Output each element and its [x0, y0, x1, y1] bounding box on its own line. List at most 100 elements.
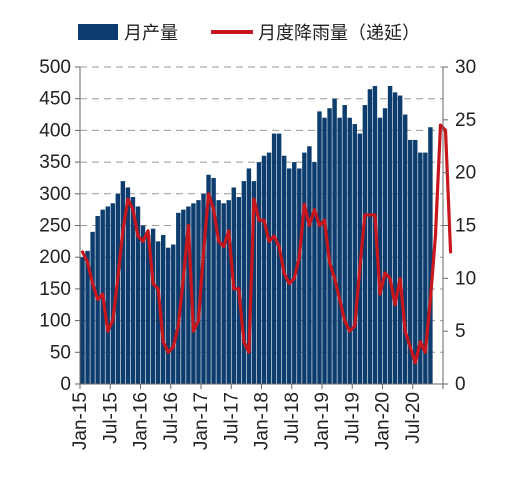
rainfall-point — [444, 129, 447, 131]
right-tick-label: 25 — [455, 110, 476, 131]
production-bar — [322, 117, 327, 384]
production-bar — [251, 181, 257, 384]
rainfall-point — [278, 246, 280, 248]
right-tick-label: 15 — [455, 216, 476, 237]
left-tick-label: 450 — [39, 89, 71, 110]
rainfall-point — [197, 320, 200, 322]
rainfall-point — [404, 330, 406, 332]
rainfall-point — [374, 214, 376, 216]
production-bar — [297, 168, 302, 384]
rainfall-point — [117, 277, 119, 279]
rainfall-point — [187, 224, 189, 227]
production-bar — [80, 257, 85, 384]
production-bar — [150, 228, 156, 384]
rainfall-point — [152, 283, 154, 285]
rainfall-point — [379, 293, 381, 295]
rainfall-point — [394, 304, 396, 306]
rainfall-point — [92, 283, 94, 285]
rainfall-point — [298, 256, 300, 258]
rainfall-point — [288, 283, 290, 285]
production-bar — [418, 152, 423, 384]
production-bar — [266, 152, 272, 384]
production-bar — [186, 206, 191, 384]
production-bar — [367, 89, 373, 384]
right-tick-label: 20 — [455, 163, 476, 184]
legend-swatch-production — [78, 24, 118, 40]
rainfall-point — [384, 272, 386, 274]
rainfall-point — [228, 230, 230, 232]
x-tick-label: Jan-20 — [373, 392, 394, 450]
right-tick-label: 5 — [455, 321, 466, 342]
rainfall-point — [223, 246, 225, 248]
production-bar — [387, 86, 393, 385]
production-bar — [276, 133, 282, 384]
x-tick-label: Jan-17 — [191, 392, 212, 450]
production-bar — [408, 139, 413, 384]
rainfall-point — [439, 124, 442, 126]
left-tick-label: 0 — [60, 374, 71, 395]
left-tick-label: 400 — [39, 120, 71, 141]
production-bar — [241, 181, 247, 384]
left-tick-label: 250 — [39, 216, 71, 237]
production-bar — [413, 139, 418, 384]
rainfall-point — [424, 351, 426, 353]
production-bar — [125, 187, 131, 384]
left-tick-label: 350 — [39, 152, 71, 173]
rainfall-point — [364, 214, 366, 216]
left-tick-label: 500 — [39, 57, 71, 78]
rainfall-point — [162, 341, 164, 343]
rainfall-point — [238, 288, 240, 290]
production-bar — [261, 155, 267, 384]
x-tick-label: Jan-15 — [70, 392, 91, 450]
production-bar — [221, 203, 226, 384]
production-bar — [135, 206, 141, 384]
production-bar — [246, 168, 252, 384]
right-tick-label: 10 — [455, 268, 476, 289]
production-bar — [256, 162, 262, 384]
x-tick-label: Jul-17 — [221, 392, 242, 444]
rainfall-point — [202, 251, 205, 253]
rainfall-point — [283, 272, 285, 274]
rainfall-point — [349, 330, 351, 332]
rainfall-point — [293, 277, 295, 279]
production-bar — [181, 209, 186, 384]
x-tick-label: Jan-18 — [252, 392, 273, 450]
rainfall-point — [137, 235, 139, 237]
rainfall-point — [102, 293, 104, 295]
rainfall-point — [313, 209, 316, 211]
rainfall-point — [263, 219, 265, 221]
x-tick-label: Jan-16 — [131, 392, 152, 450]
production-bar — [377, 117, 383, 384]
production-bar — [85, 250, 90, 384]
rainfall-point — [107, 330, 109, 332]
rainfall-point — [233, 288, 235, 290]
production-bar — [271, 133, 277, 384]
production-bar — [312, 162, 317, 384]
rainfall-point — [389, 277, 391, 279]
rainfall-point — [399, 277, 401, 279]
rainfall-point — [192, 330, 195, 332]
production-bar — [216, 200, 221, 384]
grid-lines — [80, 66, 443, 353]
production-bar — [302, 152, 307, 384]
rainfall-point — [132, 209, 134, 211]
production-bar — [392, 92, 398, 385]
x-tick-label: Jul-20 — [403, 392, 424, 444]
rainfall-line — [80, 123, 453, 365]
x-tick-label: Jan-19 — [312, 392, 333, 450]
rainfall-point — [218, 240, 220, 242]
left-tick-label: 50 — [50, 342, 71, 363]
rainfall-point — [258, 219, 260, 221]
production-bar — [342, 105, 347, 384]
production-bar — [130, 196, 136, 384]
left-tick-label: 200 — [39, 247, 71, 268]
rainfall-point — [434, 235, 437, 237]
production-bar — [397, 95, 403, 384]
production-bar — [171, 244, 176, 384]
production-bar — [352, 124, 357, 384]
rainfall-point — [122, 230, 124, 232]
rainfall-point — [369, 214, 371, 216]
production-bar — [317, 111, 322, 384]
rainfall-point — [273, 235, 275, 237]
